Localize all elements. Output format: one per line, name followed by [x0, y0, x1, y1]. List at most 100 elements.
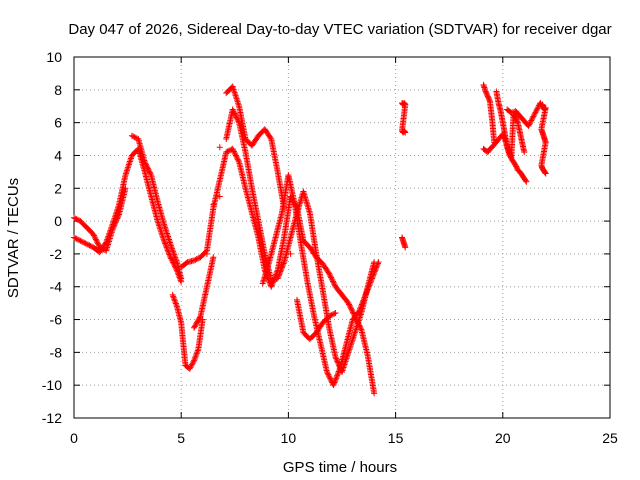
data-point-marker — [357, 304, 364, 311]
data-point-marker — [528, 117, 535, 124]
data-point — [480, 81, 487, 88]
data-point — [306, 244, 313, 251]
data-point-marker — [328, 274, 335, 281]
data-point-marker — [235, 118, 242, 125]
data-point-marker — [268, 282, 275, 289]
data-point — [521, 175, 528, 182]
data-point-marker — [347, 304, 354, 311]
data-point — [287, 234, 294, 241]
data-point — [519, 172, 526, 179]
data-point — [343, 341, 350, 348]
data-point-marker — [514, 118, 521, 125]
data-point — [493, 88, 500, 95]
y-tick-label: -8 — [50, 344, 63, 360]
data-point-marker — [176, 273, 183, 280]
data-point-marker — [232, 152, 239, 159]
data-point-marker — [279, 263, 286, 270]
data-point-marker — [170, 259, 177, 266]
data-point — [499, 119, 506, 126]
data-point-marker — [277, 267, 284, 274]
data-point-marker — [132, 134, 139, 141]
data-point-marker — [163, 243, 170, 250]
data-point — [484, 93, 491, 100]
data-point-marker — [326, 271, 333, 278]
data-point-marker — [230, 148, 237, 155]
data-point-marker — [196, 314, 203, 321]
data-point — [242, 149, 249, 156]
data-point-marker — [171, 262, 178, 269]
data-point-marker — [234, 117, 241, 124]
data-point-marker — [531, 112, 538, 119]
data-point-marker — [527, 118, 534, 125]
data-point-marker — [188, 361, 195, 368]
data-point — [501, 136, 508, 143]
data-point — [512, 162, 519, 169]
data-point — [266, 259, 273, 266]
data-point-marker — [365, 285, 372, 292]
data-point — [186, 365, 193, 372]
data-point — [293, 296, 300, 303]
data-point-marker — [74, 236, 81, 243]
data-point-marker — [72, 235, 79, 242]
data-point — [135, 145, 142, 152]
data-point — [330, 382, 337, 389]
data-point — [71, 214, 77, 221]
data-point — [229, 145, 236, 152]
data-point-marker — [233, 114, 240, 121]
data-point-marker — [230, 107, 237, 114]
data-point — [323, 369, 330, 376]
data-point-marker — [193, 319, 200, 326]
data-point-marker — [87, 243, 94, 250]
data-point-marker — [330, 380, 337, 387]
y-tick-label: 8 — [54, 82, 62, 98]
data-point-marker — [193, 320, 200, 327]
data-point — [510, 159, 517, 166]
data-point-marker — [173, 301, 180, 308]
data-point — [210, 254, 217, 261]
data-point-marker — [528, 116, 535, 123]
data-point — [336, 365, 343, 372]
data-point — [516, 113, 523, 120]
data-point — [486, 98, 493, 105]
data-point-marker — [364, 286, 371, 293]
data-point — [291, 201, 298, 208]
data-point — [83, 224, 90, 231]
data-point-marker — [370, 272, 377, 279]
data-point — [313, 250, 320, 257]
data-point-marker — [534, 105, 541, 112]
data-point-marker — [164, 247, 171, 254]
data-point-marker — [230, 109, 237, 116]
data-point-marker — [168, 255, 175, 262]
data-point — [191, 357, 198, 364]
data-point-marker — [102, 240, 109, 247]
data-point-marker — [486, 97, 493, 104]
data-point — [541, 136, 548, 143]
data-point-marker — [193, 351, 200, 358]
data-point — [141, 168, 148, 175]
data-point-marker — [234, 115, 241, 122]
data-point-marker — [363, 290, 370, 297]
data-point — [191, 324, 198, 331]
data-point — [521, 117, 528, 124]
data-point — [83, 241, 90, 248]
data-point-marker — [168, 256, 175, 263]
data-point — [178, 278, 185, 285]
data-point-marker — [146, 169, 153, 176]
data-point-marker — [330, 279, 337, 286]
x-tick-label: 0 — [70, 430, 78, 446]
data-point — [274, 275, 281, 282]
data-point — [191, 257, 198, 264]
data-point — [274, 168, 281, 175]
data-point — [178, 264, 185, 271]
data-point-marker — [173, 266, 180, 273]
data-point — [306, 336, 313, 343]
data-point-marker — [325, 269, 332, 276]
data-point — [90, 231, 97, 238]
data-point — [236, 119, 243, 126]
data-point — [495, 99, 502, 106]
x-tick-label: 25 — [602, 430, 618, 446]
data-point-marker — [232, 113, 239, 120]
data-point-marker — [162, 241, 169, 248]
data-point-marker — [73, 235, 80, 242]
data-point — [538, 126, 545, 133]
